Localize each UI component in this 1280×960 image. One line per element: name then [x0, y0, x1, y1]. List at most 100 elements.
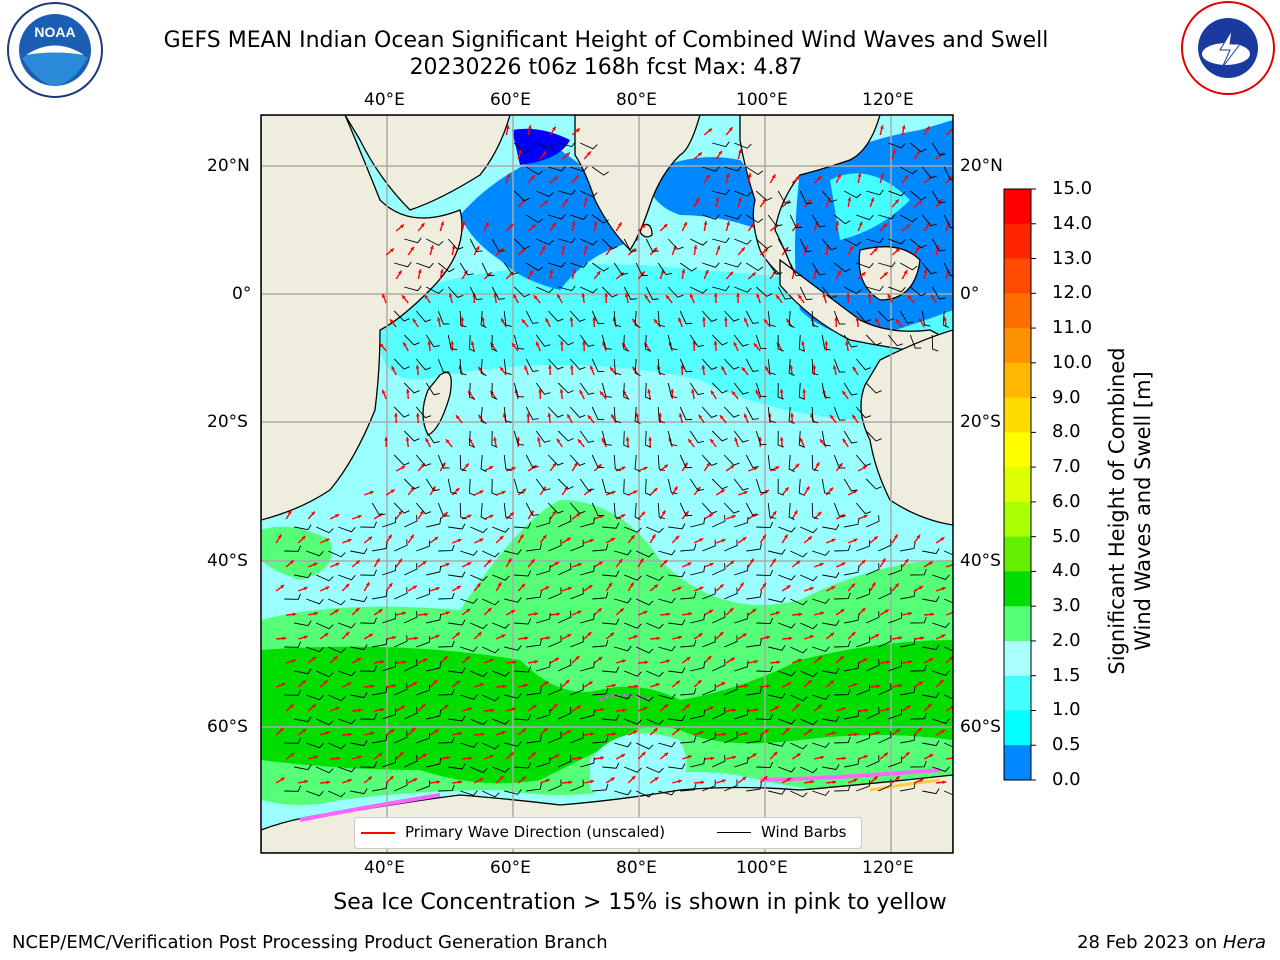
lat-label-left: 0°: [232, 284, 252, 304]
wave-arrow-head: [487, 559, 492, 564]
wave-arrow-head: [568, 780, 573, 785]
wave-arrow-head: [381, 293, 386, 298]
wave-arrow-head: [887, 293, 892, 298]
wind-barb: [536, 613, 551, 624]
wave-arrow-head: [822, 293, 827, 298]
wind-barb: [844, 662, 860, 672]
wave-arrow-head: [796, 560, 801, 565]
wind-barb: [306, 598, 324, 605]
wind-barb: [382, 756, 397, 768]
wind-barb: [645, 382, 652, 400]
colorbar-swatch: [1004, 432, 1031, 468]
wind-barb: [394, 731, 408, 744]
wind-barb: [658, 789, 676, 796]
wind-barb: [438, 544, 455, 552]
wave-arrow-head: [684, 462, 688, 467]
wind-barb: [591, 166, 609, 176]
colorbar-swatch: [1004, 258, 1031, 294]
wind-barb: [755, 334, 767, 350]
wave-arrow-head: [739, 582, 744, 587]
wave-arrow-head: [567, 634, 572, 638]
wind-barb: [657, 502, 666, 520]
wave-arrow-head: [379, 343, 384, 348]
wind-barb: [944, 694, 953, 700]
wind-barb: [777, 430, 784, 448]
wave-arrow-head: [479, 490, 484, 495]
wind-barb: [856, 684, 870, 696]
wind-barb: [888, 756, 903, 768]
wind-barb: [526, 783, 542, 792]
wind-barb: [570, 166, 588, 172]
wave-arrow-head: [916, 150, 920, 155]
wind-barb: [569, 310, 586, 322]
wave-arrow-head: [763, 776, 768, 780]
wind-barb: [404, 285, 422, 292]
wave-arrow-head: [693, 245, 698, 249]
wind-barb: [900, 590, 916, 600]
wind-barb: [404, 707, 418, 720]
wave-arrow-head: [609, 367, 614, 372]
lat-label-left: 60°S: [207, 717, 248, 737]
national-weather-service-logo: [1181, 1, 1275, 95]
wind-barb: [526, 639, 542, 648]
wave-arrow-head: [518, 149, 522, 154]
wind-barb: [591, 358, 605, 373]
wind-barb: [404, 237, 422, 244]
colorbar-title-line2: Wind Waves and Swell [m]: [1131, 371, 1155, 651]
wave-arrow-head: [710, 439, 714, 443]
wind-barb: [438, 592, 455, 600]
wave-arrow-head: [764, 490, 769, 494]
wave-arrow-head: [572, 269, 576, 274]
wind-barb: [536, 190, 554, 198]
wave-arrow-head: [479, 538, 484, 542]
wave-arrow-head: [565, 152, 570, 157]
wind-barb: [570, 731, 584, 744]
wave-arrow-head: [292, 612, 297, 617]
wind-barb: [636, 694, 654, 702]
wind-barb: [623, 238, 637, 252]
wind-barb: [811, 214, 826, 228]
wind-barb: [657, 358, 666, 376]
wave-arrow-head: [401, 466, 406, 470]
wind-barb: [909, 334, 922, 349]
wind-barb: [954, 767, 971, 773]
wind-barb: [416, 732, 430, 744]
wave-arrow-head: [313, 562, 318, 567]
wave-arrow-head: [289, 704, 294, 709]
wind-barb: [393, 358, 410, 370]
wind-barb: [557, 334, 574, 346]
lon-label-top: 60°E: [490, 90, 531, 110]
wave-arrow-head: [750, 558, 754, 563]
wave-arrow-head: [678, 635, 682, 640]
wind-barb: [811, 406, 819, 424]
wave-arrow-head: [941, 586, 946, 591]
colorbar: [1003, 188, 1036, 781]
wave-arrow-head: [610, 537, 615, 542]
wind-barb: [525, 454, 539, 468]
colorbar-tick-label: 15.0: [1052, 178, 1093, 199]
wave-arrow-head: [901, 125, 906, 130]
wind-barb: [657, 310, 666, 328]
wind-barb: [798, 334, 805, 352]
wind-barb: [855, 310, 872, 323]
wind-barb: [878, 635, 892, 648]
wind-barb: [822, 572, 840, 578]
colorbar-swatch: [1004, 571, 1031, 607]
wave-arrow-head: [422, 561, 427, 565]
wind-barb: [480, 454, 487, 472]
wind-barb: [548, 683, 562, 696]
swell-region-4m: [261, 640, 953, 784]
wind-barb: [910, 664, 927, 672]
wave-arrow-head: [754, 659, 759, 664]
wind-barb: [624, 766, 642, 773]
wind-barb: [756, 761, 774, 768]
wave-arrow-head: [600, 707, 605, 712]
wave-arrow-head: [721, 366, 725, 371]
wave-arrow-head: [832, 731, 836, 736]
wave-arrow-head: [554, 562, 559, 566]
wave-arrow-head: [501, 730, 506, 735]
wave-arrow-head: [809, 586, 814, 591]
wind-barb: [900, 214, 918, 223]
wind-barb: [755, 286, 773, 297]
wind-barb: [834, 688, 851, 696]
